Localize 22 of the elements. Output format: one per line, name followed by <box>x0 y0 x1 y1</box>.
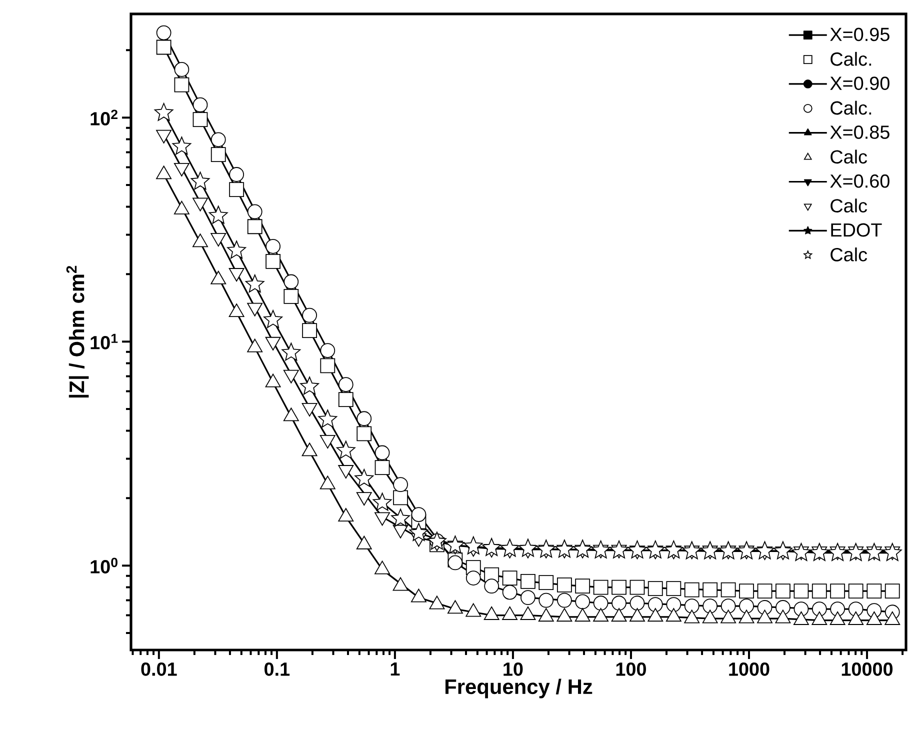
x-tick-label: 0.1 <box>264 662 290 676</box>
legend-label: Calc <box>830 150 868 164</box>
x-tick-label: 1000 <box>729 662 770 676</box>
legend-label: Calc. <box>830 52 872 66</box>
legend-label: Calc <box>830 247 868 262</box>
legend-label: X=0.60 <box>830 174 890 188</box>
x-tick-label: 0.01 <box>141 662 177 676</box>
legend-label: Calc <box>830 198 868 212</box>
legend-label: EDOT <box>831 223 882 237</box>
y-tick-label: 10$^{0}$ <box>90 558 118 574</box>
x-tick-label: 10000 <box>842 662 893 676</box>
legend-label: Calc. <box>830 100 872 115</box>
y-tick-label: 10$^{1}$ <box>90 334 118 350</box>
y-tick-label: 10$^{2}$ <box>90 110 118 126</box>
x-tick-label: 100 <box>616 662 646 676</box>
x-tick-label: 10 <box>504 662 523 676</box>
x-tick-label: 1 <box>390 662 400 676</box>
y-axis-title: |Z| / Ohm cm$^{2}$ <box>66 266 89 398</box>
legend-label: X=0.95 <box>830 28 890 42</box>
legend-label: X=0.90 <box>830 76 890 90</box>
x-axis-title: Frequency / Hz <box>446 678 592 698</box>
legend-label: X=0.85 <box>830 126 890 139</box>
